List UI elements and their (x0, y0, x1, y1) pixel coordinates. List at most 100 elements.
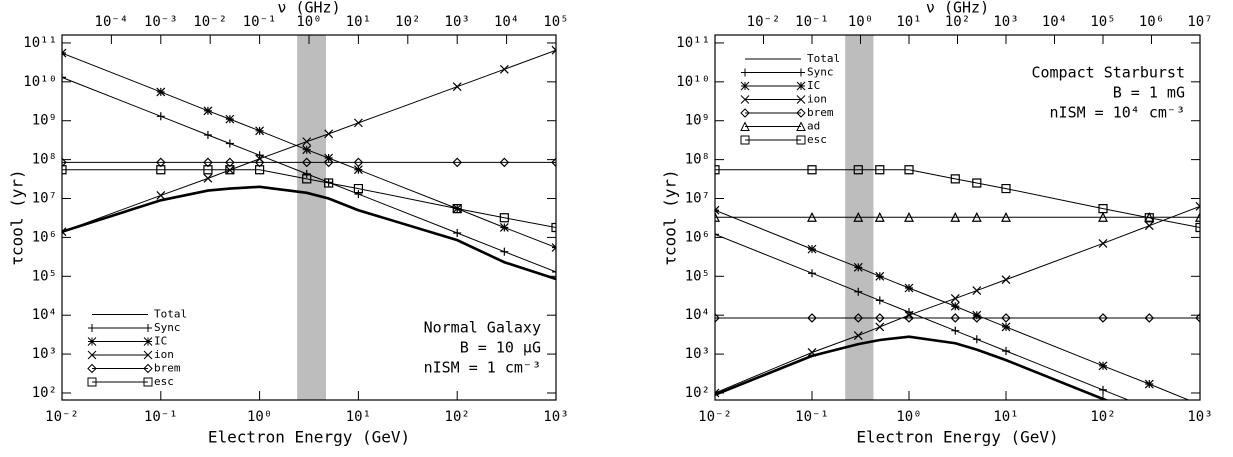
y-axis-label: τcool (yr) (8, 169, 27, 265)
marker (807, 313, 817, 323)
series-line (715, 335, 1110, 400)
marker (1098, 361, 1108, 371)
legend-marker (740, 95, 806, 104)
x2-axis-label: ν (GHz) (926, 0, 989, 17)
x-tick-label: 10⁻¹ (144, 409, 178, 425)
legend-label: brem (154, 362, 181, 375)
marker (715, 165, 720, 175)
marker (551, 45, 556, 55)
marker (715, 313, 720, 323)
marker (1001, 183, 1011, 194)
x2-tick-label: 10⁻² (193, 14, 227, 30)
marker (203, 157, 213, 168)
marker (1001, 322, 1011, 332)
legend-label: Sync (154, 321, 181, 334)
marker (1098, 204, 1108, 214)
marker (904, 165, 914, 175)
legend-marker (87, 337, 153, 346)
marker (853, 313, 864, 323)
marker (904, 283, 914, 293)
x-tick-label: 10⁻² (698, 409, 732, 425)
marker (950, 211, 961, 222)
marker (499, 223, 509, 232)
marker (874, 211, 885, 222)
y-tick-label: 10³ (32, 346, 57, 362)
marker (156, 112, 165, 121)
marker (255, 126, 265, 136)
panel: 10² 10³ 10⁴ 10⁵ 10⁶ 10⁷ 10⁸ 10⁹ 10¹⁰ 10¹¹ 10⁻² 10⁻¹… (661, 0, 1213, 447)
marker (951, 326, 960, 335)
y-tick-label: 10⁹ (685, 113, 710, 129)
x2-tick-label: 10⁰ (848, 14, 873, 30)
marker (1195, 201, 1200, 211)
marker (971, 211, 982, 222)
marker (156, 87, 166, 97)
marker (302, 169, 311, 178)
marker (1196, 425, 1204, 433)
marker (853, 165, 863, 175)
x-axis-label: Electron Energy (GeV) (208, 428, 410, 447)
marker (302, 145, 312, 155)
marker (1144, 313, 1155, 323)
x-axis-label: Electron Energy (GeV) (856, 428, 1058, 447)
y-tick-label: 10¹¹ (676, 35, 710, 51)
marker (904, 313, 914, 323)
marker (353, 157, 364, 168)
marker (323, 157, 334, 168)
plot-area (715, 165, 1204, 433)
marker (971, 313, 982, 323)
marker (225, 157, 235, 168)
marker (62, 165, 67, 175)
y-tick-label: 10¹⁰ (23, 74, 57, 90)
marker (225, 165, 235, 175)
marker (452, 157, 463, 168)
marker (1098, 239, 1108, 248)
marker (904, 211, 914, 222)
x2-tick-label: 10⁴ (1042, 14, 1067, 30)
marker (302, 174, 312, 184)
y-tick-label: 10⁵ (32, 268, 57, 284)
legend-label: brem (807, 106, 834, 119)
marker (875, 271, 885, 281)
y-tick-label: 10⁶ (32, 229, 57, 245)
marker (807, 244, 817, 254)
x-tick-label: 10³ (543, 409, 568, 425)
marker (1001, 313, 1011, 323)
marker (500, 247, 509, 256)
marker (854, 287, 863, 296)
x-tick-label: 10⁻² (45, 409, 79, 425)
marker (452, 82, 462, 92)
series-line (715, 209, 1190, 400)
marker (715, 388, 720, 398)
x-tick-label: 10⁰ (247, 409, 272, 425)
marker (255, 165, 265, 175)
x2-tick-label: 10⁴ (494, 14, 519, 30)
marker (324, 129, 334, 139)
marker (156, 191, 166, 200)
x2-axis-label: ν (GHz) (277, 0, 340, 17)
marker (972, 310, 982, 320)
x2-tick-label: 10⁻¹ (795, 14, 829, 30)
legend-marker (88, 324, 152, 332)
legend-label: Total (154, 308, 187, 321)
marker (950, 313, 961, 323)
marker (808, 269, 816, 278)
marker (1195, 211, 1200, 222)
marker (950, 174, 960, 184)
marker (353, 165, 363, 175)
y-tick-label: 10⁷ (32, 191, 57, 207)
legend-marker (740, 108, 806, 118)
marker (715, 211, 720, 222)
marker (807, 165, 817, 175)
x-tick-label: 10⁻¹ (795, 409, 829, 425)
y-tick-label: 10⁷ (685, 191, 710, 207)
y-tick-label: 10⁸ (32, 152, 57, 168)
marker (875, 296, 884, 305)
legend-label: esc (807, 133, 827, 146)
x2-tick-label: 10⁻¹ (243, 14, 277, 30)
legend-label: ad (807, 120, 820, 133)
marker (499, 213, 509, 223)
marker (552, 267, 556, 276)
series-line (62, 169, 556, 228)
